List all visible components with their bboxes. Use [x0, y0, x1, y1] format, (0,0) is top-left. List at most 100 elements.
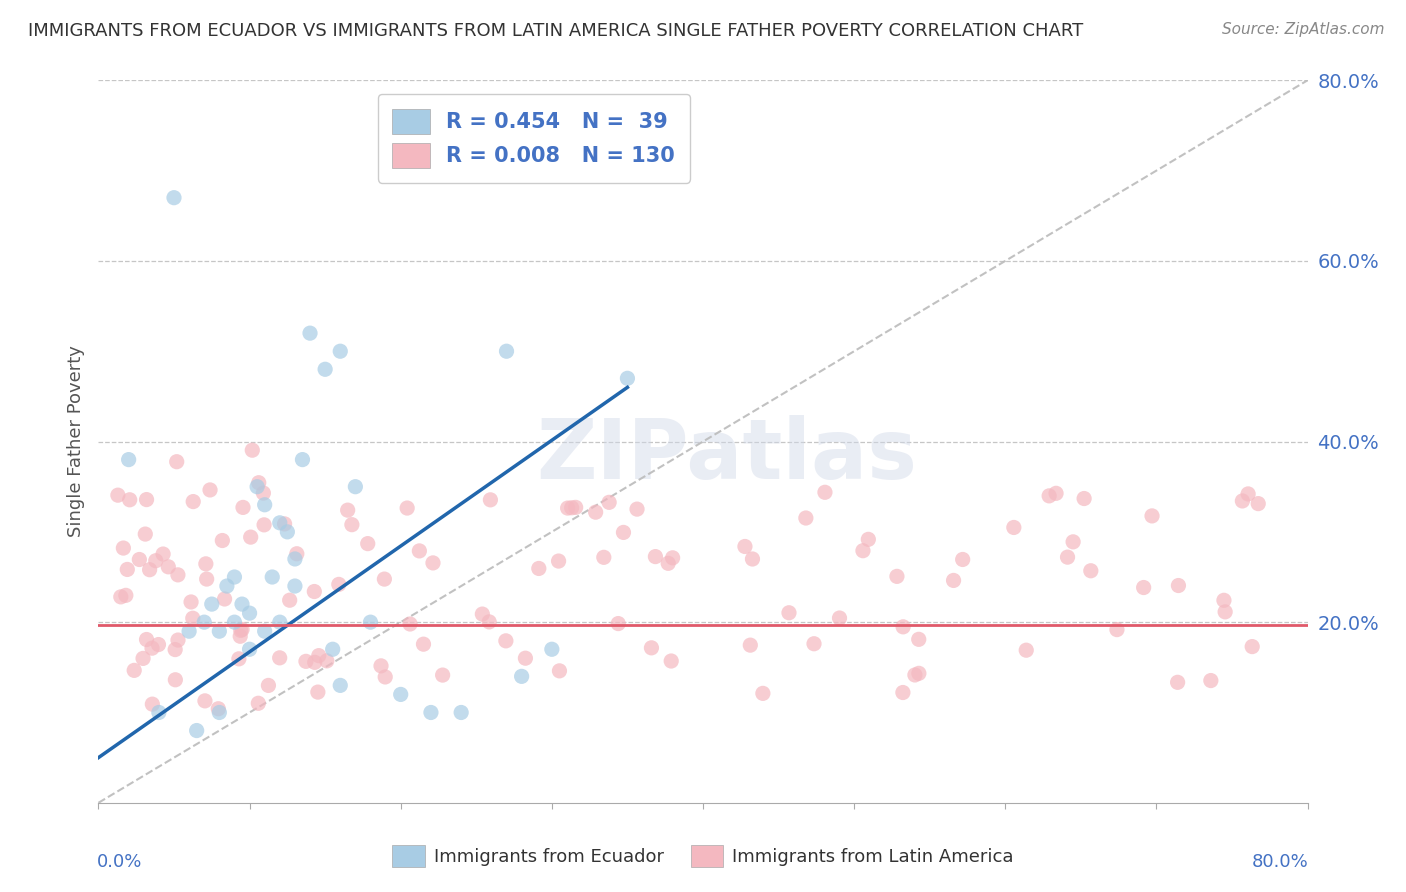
Point — [357, 536, 380, 550]
Point — [232, 500, 254, 515]
Point — [194, 557, 217, 571]
Point — [295, 654, 318, 668]
Point — [1062, 534, 1084, 549]
Point — [148, 638, 170, 652]
Point — [495, 633, 517, 648]
Point — [908, 666, 931, 681]
Point — [134, 527, 156, 541]
Point — [1241, 640, 1264, 654]
Point — [141, 641, 163, 656]
Point — [195, 572, 218, 586]
Point — [291, 452, 314, 467]
Point — [432, 668, 454, 682]
Point — [557, 501, 579, 516]
Point — [1247, 497, 1270, 511]
Point — [540, 642, 562, 657]
Point — [152, 547, 174, 561]
Point — [1232, 494, 1254, 508]
Point — [253, 498, 276, 512]
Point — [1073, 491, 1095, 506]
Point — [269, 516, 291, 530]
Point — [239, 642, 262, 657]
Point — [1213, 593, 1236, 607]
Point — [141, 697, 163, 711]
Point — [607, 616, 630, 631]
Point — [515, 651, 537, 665]
Point — [479, 492, 502, 507]
Point — [315, 654, 337, 668]
Point — [307, 685, 329, 699]
Point — [659, 654, 682, 668]
Point — [340, 517, 363, 532]
Point — [181, 611, 204, 625]
Point — [224, 570, 246, 584]
Point — [564, 500, 586, 515]
Point — [396, 501, 419, 516]
Point — [179, 624, 201, 639]
Point — [239, 530, 262, 544]
Point — [117, 562, 139, 576]
Point — [408, 544, 430, 558]
Point — [612, 525, 634, 540]
Point — [269, 615, 291, 630]
Text: ZIPatlas: ZIPatlas — [537, 416, 918, 497]
Point — [304, 656, 326, 670]
Point — [886, 569, 908, 583]
Point — [167, 633, 190, 648]
Point — [752, 686, 775, 700]
Point — [626, 502, 648, 516]
Point — [135, 492, 157, 507]
Point — [229, 624, 252, 638]
Point — [420, 706, 443, 720]
Point — [734, 540, 756, 554]
Point — [214, 592, 236, 607]
Point — [181, 494, 204, 508]
Point — [471, 607, 494, 621]
Point — [1199, 673, 1222, 688]
Point — [592, 550, 614, 565]
Point — [253, 624, 276, 639]
Point — [193, 615, 215, 630]
Point — [253, 517, 276, 532]
Point — [344, 480, 367, 494]
Point — [328, 577, 350, 591]
Point — [194, 694, 217, 708]
Point — [211, 533, 233, 548]
Point — [180, 595, 202, 609]
Point — [247, 475, 270, 490]
Legend: Immigrants from Ecuador, Immigrants from Latin America: Immigrants from Ecuador, Immigrants from… — [385, 838, 1021, 874]
Point — [1056, 550, 1078, 565]
Point — [561, 500, 583, 515]
Point — [640, 640, 662, 655]
Point — [165, 642, 187, 657]
Point — [370, 658, 392, 673]
Point — [110, 590, 132, 604]
Point — [132, 651, 155, 665]
Point — [904, 668, 927, 682]
Point — [741, 552, 763, 566]
Text: 0.0%: 0.0% — [97, 854, 142, 871]
Point — [360, 615, 382, 630]
Point — [547, 554, 569, 568]
Point — [148, 706, 170, 720]
Point — [165, 673, 187, 687]
Point — [478, 615, 501, 629]
Point — [1213, 605, 1236, 619]
Point — [598, 495, 620, 509]
Point — [118, 452, 141, 467]
Point — [273, 516, 295, 531]
Point — [278, 593, 301, 607]
Point — [389, 687, 412, 701]
Point — [412, 637, 434, 651]
Point — [952, 552, 974, 566]
Point — [814, 485, 837, 500]
Point — [740, 638, 762, 652]
Point — [167, 567, 190, 582]
Point — [373, 572, 395, 586]
Point — [257, 678, 280, 692]
Point — [229, 629, 252, 643]
Point — [828, 611, 851, 625]
Point — [374, 670, 396, 684]
Point — [122, 664, 145, 678]
Point — [1140, 508, 1163, 523]
